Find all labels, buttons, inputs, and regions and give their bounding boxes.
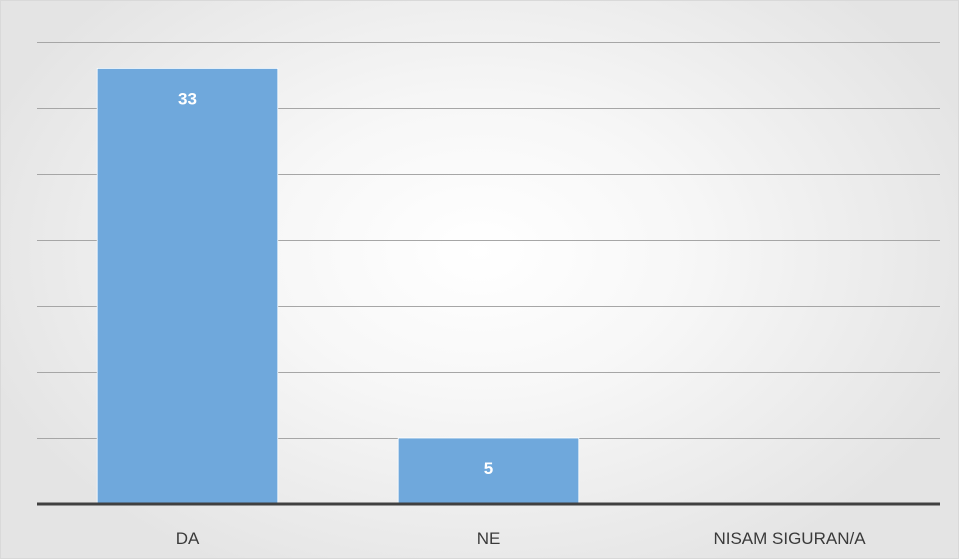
x-tick-label-ne: NE	[477, 529, 501, 548]
bar-ne	[397, 437, 580, 505]
bar-da	[96, 68, 279, 505]
x-tick-label-nisam-siguran-a: NISAM SIGURAN/A	[713, 529, 866, 548]
data-labels: 33 5	[178, 89, 493, 478]
x-tick-labels: DA NE NISAM SIGURAN/A	[176, 529, 867, 548]
data-label-ne: 5	[484, 459, 493, 478]
data-label-da: 33	[178, 89, 197, 108]
bars	[96, 68, 580, 505]
x-tick-label-da: DA	[176, 529, 200, 548]
